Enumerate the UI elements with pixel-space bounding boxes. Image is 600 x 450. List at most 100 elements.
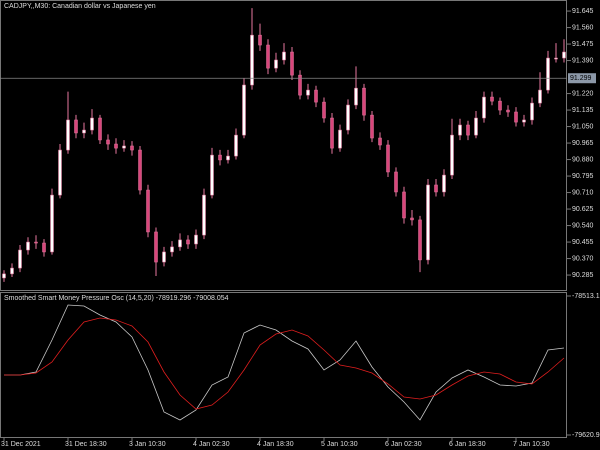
candle-body (498, 100, 502, 111)
x-tick-label: 5 Jan 10:30 (321, 441, 358, 448)
y-tick-label: 90.540 (572, 222, 594, 229)
candle-body (266, 44, 270, 69)
candle-body (34, 241, 38, 244)
y-tick-label: 90.710 (572, 189, 594, 196)
indicator-title: Smoothed Smart Money Pressure Osc (14,5,… (4, 295, 229, 302)
candle-body (442, 174, 446, 193)
main-pane-border (0, 0, 567, 291)
x-tick-label: 31 Dec 2021 (1, 441, 41, 448)
y-tick-label: 90.285 (572, 272, 594, 279)
candle-body (306, 89, 310, 96)
x-tick-label: 4 Jan 18:30 (257, 441, 294, 448)
y-tick-label: 90.370 (572, 255, 594, 262)
y-tick-label: 91.475 (572, 41, 594, 48)
candle-body (290, 51, 294, 76)
y-tick-label: 91.390 (572, 57, 594, 64)
candle-body (538, 89, 542, 104)
y-tick-label: 90.795 (572, 173, 594, 180)
candle-body (170, 246, 174, 253)
candle-body (202, 194, 206, 236)
indicator-pane-border (0, 292, 567, 438)
candle-body (354, 87, 358, 106)
candle-body (58, 149, 62, 196)
candle-body (458, 124, 462, 136)
candle-body (450, 134, 454, 176)
candle-body (234, 134, 238, 157)
candle-body (194, 234, 198, 245)
candle-body (562, 51, 566, 59)
candle-body (122, 145, 126, 149)
candle-body (426, 184, 430, 261)
candle-body (74, 119, 78, 134)
y-tick-label: 91.220 (572, 90, 594, 97)
candle-body (138, 149, 142, 191)
x-tick-label: 6 Jan 02:30 (385, 441, 422, 448)
candle-body (106, 139, 110, 145)
y-tick-label: 90.880 (572, 156, 594, 163)
candle-body (554, 57, 558, 60)
candle-body (178, 239, 182, 248)
candle-body (490, 96, 494, 102)
candle-body (226, 155, 230, 161)
candle-body (330, 117, 334, 149)
candle-body (50, 194, 54, 253)
candle-body (514, 111, 518, 123)
candle-body (394, 171, 398, 193)
candle-body (218, 154, 222, 161)
candle-body (314, 89, 318, 103)
y-tick-label: 90.625 (572, 206, 594, 213)
y-tick-label: 91.645 (572, 8, 594, 15)
candle-body (386, 144, 390, 173)
x-tick-label: 3 Jan 10:30 (129, 441, 166, 448)
candle-body (402, 191, 406, 219)
candle-body (474, 117, 478, 136)
candle-body (98, 117, 102, 141)
candle-body (66, 119, 70, 151)
y-tick-label: 90.965 (572, 140, 594, 147)
candle-body (90, 117, 94, 131)
candle-body (250, 34, 254, 86)
candle-body (18, 249, 22, 269)
candle-body (530, 102, 534, 121)
candle-body (362, 87, 366, 116)
candle-body (210, 154, 214, 196)
candle-body (322, 101, 326, 119)
candle-body (506, 109, 510, 113)
y-tick-label: 90.455 (572, 239, 594, 246)
candle-body (2, 273, 6, 279)
x-tick-label: 31 Dec 18:30 (65, 441, 107, 448)
candle-body (26, 241, 30, 251)
candle-body (10, 267, 14, 275)
candle-body (378, 137, 382, 146)
candle-body (242, 84, 246, 136)
y-tick-label: 91.560 (572, 24, 594, 31)
candle-body (434, 184, 438, 193)
candle-body (282, 51, 286, 61)
candle-body (370, 114, 374, 139)
candle-body (186, 239, 190, 245)
candle-body (114, 143, 118, 149)
bid-label: 91.299 (570, 75, 592, 82)
bid-label-bg (568, 73, 596, 84)
candle-body (482, 96, 486, 119)
indicator-line (4, 317, 565, 410)
candle-body (274, 59, 278, 69)
x-tick-label: 4 Jan 02:30 (193, 441, 230, 448)
indicator-line (4, 304, 565, 421)
candle-body (522, 119, 526, 123)
y-tick-label: 91.135 (572, 107, 594, 114)
x-tick-label: 7 Jan 10:30 (513, 441, 550, 448)
x-tick-label: 6 Jan 18:30 (449, 441, 486, 448)
candle-body (146, 189, 150, 233)
candle-body (346, 104, 350, 131)
y-tick-label: 91.050 (572, 123, 594, 130)
y-tick-label: -78513.17 (572, 293, 600, 300)
candle-body (466, 124, 470, 136)
candle-body (410, 217, 414, 221)
candle-body (42, 242, 46, 253)
candle-body (258, 34, 262, 46)
candle-body (418, 219, 422, 261)
